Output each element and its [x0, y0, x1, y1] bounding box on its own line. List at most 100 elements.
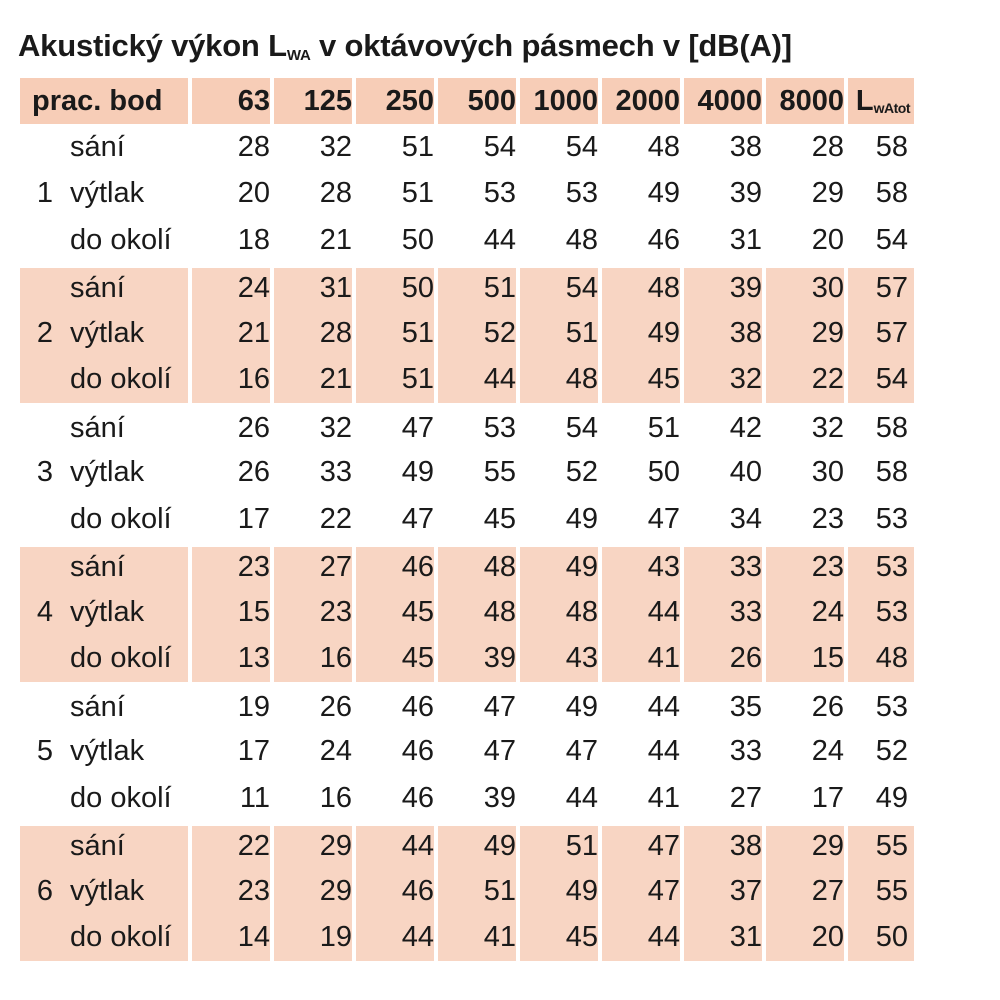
- band-value-cell: 26: [270, 682, 352, 729]
- band-value-cell: 28: [762, 124, 844, 171]
- row-label: do okolí: [70, 642, 172, 675]
- band-value-cell: 44: [598, 589, 680, 636]
- band-value-cell: 45: [598, 356, 680, 403]
- band-value-cell: 52: [516, 449, 598, 496]
- band-value-cell: 23: [188, 542, 270, 589]
- band-value-cell: 47: [434, 728, 516, 775]
- band-value-cell: 24: [188, 263, 270, 310]
- band-value-cell: 49: [352, 449, 434, 496]
- band-value-cell: 32: [270, 124, 352, 171]
- band-value-cell: 49: [516, 868, 598, 915]
- row-label: sání: [70, 411, 125, 444]
- table-row: do okolí 16 21 51 44 48 45 32 22 54: [20, 356, 914, 403]
- band-value-cell: 17: [188, 728, 270, 775]
- total-value-cell: 54: [844, 217, 914, 264]
- band-value-cell: 27: [270, 542, 352, 589]
- total-value-cell: 58: [844, 449, 914, 496]
- band-value-cell: 44: [598, 682, 680, 729]
- header-total-main: L: [855, 84, 874, 117]
- band-value-cell: 16: [188, 356, 270, 403]
- band-value-cell: 47: [598, 821, 680, 868]
- band-value-cell: 34: [680, 496, 762, 543]
- band-value-cell: 29: [270, 868, 352, 915]
- row-label: sání: [70, 551, 125, 584]
- band-value-cell: 47: [598, 496, 680, 543]
- band-value-cell: 23: [762, 542, 844, 589]
- band-value-cell: 54: [516, 263, 598, 310]
- band-value-cell: 44: [434, 217, 516, 264]
- band-value-cell: 22: [270, 496, 352, 543]
- band-value-cell: 23: [762, 496, 844, 543]
- band-value-cell: 47: [598, 868, 680, 915]
- band-value-cell: 28: [270, 310, 352, 357]
- band-value-cell: 20: [188, 170, 270, 217]
- row-label: do okolí: [70, 921, 172, 954]
- band-value-cell: 26: [188, 449, 270, 496]
- table-body: sání 28 32 51 54 54 48 38 28 58 1 výtlak 20 28 51 53 53 4…: [20, 124, 914, 961]
- row-label-cell: 2 výtlak: [20, 310, 188, 357]
- table-row: sání 28 32 51 54 54 48 38 28 58: [20, 124, 914, 171]
- total-value-cell: 49: [844, 775, 914, 822]
- band-value-cell: 30: [762, 263, 844, 310]
- total-value-cell: 53: [844, 589, 914, 636]
- row-label-cell: sání: [20, 124, 188, 171]
- row-label: sání: [70, 690, 125, 723]
- title-suffix: v oktávových pásmech v [dB(A)]: [310, 28, 792, 63]
- band-value-cell: 17: [188, 496, 270, 543]
- band-value-cell: 48: [598, 124, 680, 171]
- band-value-cell: 19: [188, 682, 270, 729]
- row-label: výtlak: [70, 595, 145, 628]
- table-row: sání 22 29 44 49 51 47 38 29 55: [20, 821, 914, 868]
- band-value-cell: 45: [516, 914, 598, 961]
- band-value-cell: 51: [352, 356, 434, 403]
- header-band-4000: 4000: [680, 78, 762, 124]
- row-label: výtlak: [70, 735, 145, 768]
- row-label: do okolí: [70, 502, 172, 535]
- band-value-cell: 16: [270, 635, 352, 682]
- band-value-cell: 46: [352, 775, 434, 822]
- table-row: 1 výtlak 20 28 51 53 53 49 39 29 58: [20, 170, 914, 218]
- band-value-cell: 48: [598, 263, 680, 310]
- total-value-cell: 58: [844, 124, 914, 171]
- table-row: do okolí 11 16 46 39 44 41 27 17 49: [20, 775, 914, 822]
- band-value-cell: 29: [270, 821, 352, 868]
- band-value-cell: 17: [762, 775, 844, 822]
- total-value-cell: 53: [844, 542, 914, 589]
- table-row: do okolí 18 21 50 44 48 46 31 20 54: [20, 217, 914, 264]
- band-value-cell: 20: [762, 914, 844, 961]
- band-value-cell: 21: [270, 217, 352, 264]
- band-value-cell: 46: [352, 682, 434, 729]
- total-value-cell: 54: [844, 356, 914, 403]
- band-value-cell: 32: [762, 403, 844, 450]
- table-row: sání 23 27 46 48 49 43 33 23 53: [20, 542, 914, 589]
- band-value-cell: 33: [680, 728, 762, 775]
- band-value-cell: 39: [434, 635, 516, 682]
- header-band-1000: 1000: [516, 78, 598, 124]
- row-label-cell: 1 výtlak: [20, 171, 188, 218]
- row-label-cell: 3 výtlak: [20, 450, 188, 497]
- row-label-cell: 6 výtlak: [20, 868, 188, 915]
- row-label-cell: sání: [20, 682, 188, 729]
- row-label: výtlak: [70, 316, 145, 349]
- band-value-cell: 49: [598, 170, 680, 217]
- band-value-cell: 47: [352, 403, 434, 450]
- point-number: 5: [36, 735, 54, 768]
- band-value-cell: 39: [680, 263, 762, 310]
- header-total-sub: wAtot: [873, 99, 911, 116]
- band-value-cell: 47: [516, 728, 598, 775]
- point-number: 1: [36, 177, 54, 210]
- band-value-cell: 39: [680, 170, 762, 217]
- row-label: sání: [70, 272, 125, 305]
- table-row: do okolí 13 16 45 39 43 41 26 15 48: [20, 635, 914, 682]
- band-value-cell: 40: [680, 449, 762, 496]
- header-band-8000: 8000: [762, 78, 844, 124]
- band-value-cell: 33: [680, 542, 762, 589]
- table-row: 3 výtlak 26 33 49 55 52 50 40 30 58: [20, 449, 914, 497]
- row-label: do okolí: [70, 781, 172, 814]
- total-value-cell: 57: [844, 263, 914, 310]
- header-total: LwAtot: [844, 78, 914, 124]
- header-band-2000: 2000: [598, 78, 680, 124]
- band-value-cell: 49: [516, 542, 598, 589]
- band-value-cell: 19: [270, 914, 352, 961]
- band-value-cell: 44: [516, 775, 598, 822]
